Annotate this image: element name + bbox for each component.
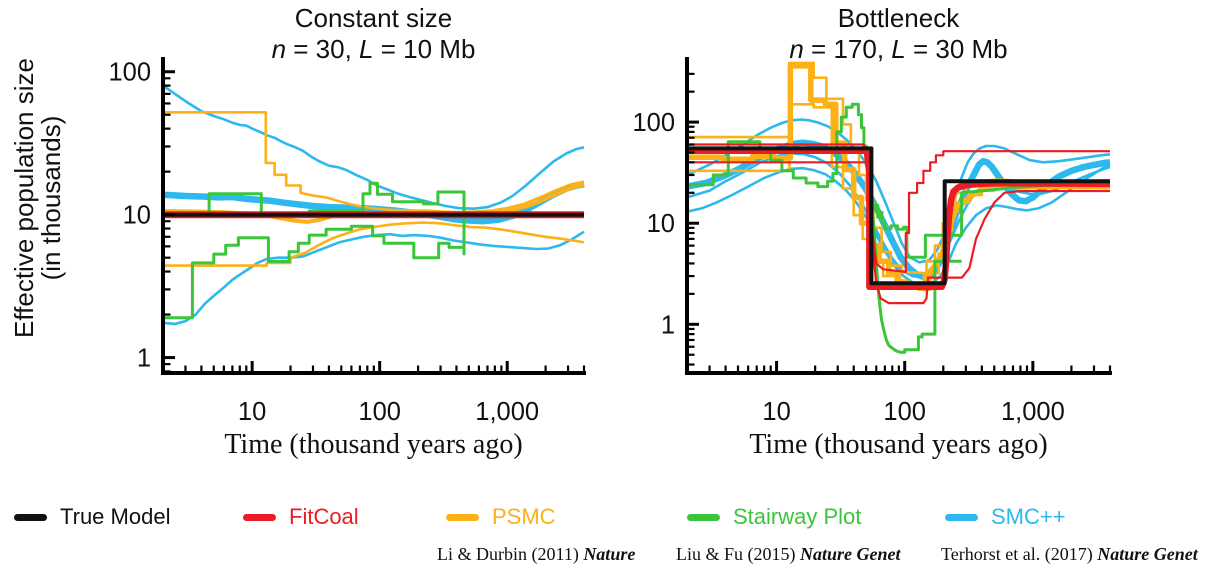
- citation-stairway-journal: Nature Genet: [800, 544, 901, 564]
- x-tick-label-100: 100: [883, 398, 926, 426]
- legend-dash-fitcoal: [243, 513, 276, 521]
- legend-item-psmc: PSMC: [446, 504, 556, 530]
- series-fitcoal-median: [687, 147, 1111, 291]
- legend-item-fitcoal: FitCoal: [243, 504, 359, 530]
- y-tick-label-1: 1: [137, 345, 151, 373]
- y-axis-label-line1: Effective population size: [9, 58, 39, 338]
- legend-label-psmc: PSMC: [492, 504, 556, 529]
- chart-subtitle-left: n = 30, L = 10 Mb: [272, 34, 476, 64]
- citation-stairway: Liu & Fu (2015) Nature Genet: [676, 544, 901, 565]
- chart-title-right: Bottleneck: [838, 3, 960, 33]
- series-psmc-upper-ci: [163, 111, 585, 214]
- legend-item-true-model: True Model: [14, 504, 170, 530]
- chart-title-left: Constant size: [295, 3, 453, 33]
- citation-smcpp-authors: Terhorst et al. (2017): [941, 544, 1098, 564]
- citation-smcpp-journal: Nature Genet: [1097, 544, 1198, 564]
- citation-psmc: Li & Durbin (2011) Nature: [437, 544, 635, 565]
- chart-subtitle-right: n = 170, L = 30 Mb: [789, 34, 1007, 64]
- legend-dash-stairway-plot: [687, 513, 720, 521]
- series-group-left: [162, 84, 585, 326]
- citation-psmc-authors: Li & Durbin (2011): [437, 544, 584, 564]
- legend-label-smcpp: SMC++: [991, 504, 1066, 529]
- legend-label-stairway-plot: Stairway Plot: [733, 504, 862, 529]
- y-tick-label-10: 10: [647, 210, 675, 238]
- series-stairway-lower: [163, 224, 464, 320]
- legend-dash-psmc: [446, 513, 479, 521]
- x-tick-label-100: 100: [358, 398, 401, 426]
- x-tick-label-10: 10: [238, 398, 266, 426]
- y-axis-label-line2: (in thousands): [36, 116, 66, 281]
- series-group-right: [686, 61, 1111, 354]
- legend-dash-true-model: [14, 513, 47, 521]
- series-smcpp-lower-ci: [162, 230, 585, 326]
- x-axis-label-right: Time (thousand years ago): [749, 429, 1047, 460]
- x-tick-label-10: 10: [762, 398, 790, 426]
- y-tick-label-100: 100: [108, 59, 151, 87]
- citation-stairway-authors: Liu & Fu (2015): [676, 544, 800, 564]
- series-stairway-upper: [163, 181, 466, 256]
- x-tick-label-1000: 1,000: [1001, 398, 1065, 426]
- legend-item-smcpp: SMC++: [945, 504, 1066, 530]
- axes-right: 10 100 1,000 1 10 100: [632, 57, 1112, 426]
- citation-psmc-journal: Nature: [583, 544, 636, 564]
- series-smcpp-upper-ci: [162, 84, 585, 210]
- y-tick-label-1: 1: [661, 311, 675, 339]
- series-true-model: [687, 146, 1110, 286]
- charts-canvas: Effective population size (in thousands)…: [9, 3, 1112, 460]
- y-tick-label-10: 10: [123, 202, 151, 230]
- x-axis-label-left: Time (thousand years ago): [224, 429, 522, 460]
- x-tick-label-1000: 1,000: [475, 398, 539, 426]
- legend-label-true-model: True Model: [60, 504, 171, 529]
- legend-label-fitcoal: FitCoal: [289, 504, 359, 529]
- legend-item-stairway-plot: Stairway Plot: [687, 504, 861, 530]
- series-psmc-lower-ci: [687, 103, 1111, 291]
- legend-dash-smcpp: [945, 513, 978, 521]
- y-tick-label-100: 100: [632, 109, 675, 137]
- axes-left: 10 100 1,000 1 10 100: [108, 57, 586, 426]
- citation-smcpp: Terhorst et al. (2017) Nature Genet: [941, 544, 1198, 565]
